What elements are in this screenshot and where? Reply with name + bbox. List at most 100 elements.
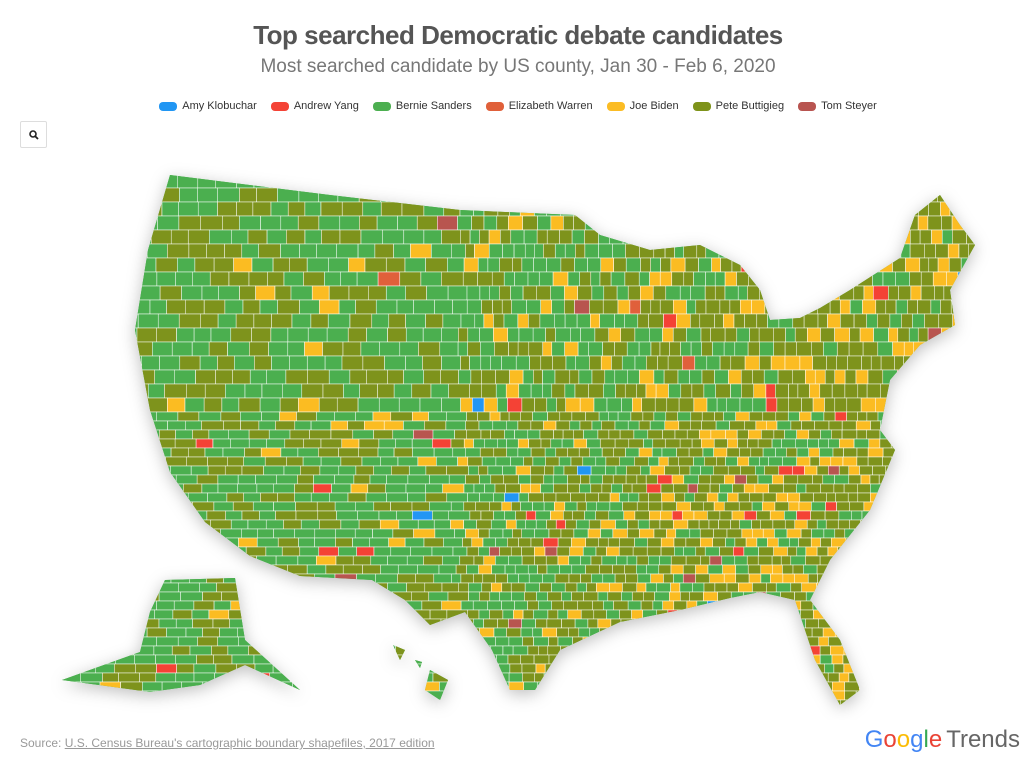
county[interactable] [125, 420, 147, 431]
county[interactable] [220, 411, 241, 422]
county[interactable] [704, 699, 720, 709]
county[interactable] [460, 397, 473, 413]
county[interactable] [877, 618, 890, 629]
county[interactable] [527, 271, 540, 287]
county[interactable] [98, 341, 115, 357]
county[interactable] [422, 327, 442, 343]
county[interactable] [151, 229, 172, 245]
county[interactable] [905, 537, 917, 548]
county[interactable] [246, 600, 265, 611]
county[interactable] [908, 672, 923, 683]
county[interactable] [854, 528, 870, 539]
county[interactable] [777, 369, 794, 385]
county[interactable] [399, 341, 419, 357]
county[interactable] [862, 341, 879, 357]
county[interactable] [465, 447, 481, 458]
county[interactable] [868, 257, 880, 273]
county[interactable] [418, 718, 435, 720]
county[interactable] [206, 573, 224, 584]
county[interactable] [664, 243, 675, 259]
county[interactable] [743, 699, 757, 709]
county[interactable] [712, 341, 725, 357]
county[interactable] [582, 546, 597, 557]
county[interactable] [557, 636, 573, 647]
county[interactable] [506, 438, 519, 449]
county[interactable] [599, 564, 613, 575]
county[interactable] [901, 313, 913, 329]
county[interactable] [342, 564, 363, 575]
county[interactable] [479, 627, 495, 638]
county[interactable] [784, 645, 798, 656]
county[interactable] [773, 546, 788, 557]
county[interactable] [40, 466, 57, 475]
county[interactable] [318, 447, 339, 458]
county[interactable] [116, 537, 138, 548]
county[interactable] [517, 447, 532, 458]
county[interactable] [168, 564, 189, 575]
county[interactable] [674, 636, 687, 647]
county[interactable] [767, 537, 779, 548]
county[interactable] [759, 341, 774, 357]
county[interactable] [338, 447, 359, 458]
county[interactable] [843, 483, 858, 494]
county[interactable] [493, 492, 505, 503]
county[interactable] [380, 187, 401, 203]
county[interactable] [470, 187, 486, 203]
county[interactable] [671, 271, 685, 287]
county[interactable] [342, 618, 360, 629]
county[interactable] [711, 257, 721, 273]
county[interactable] [482, 573, 496, 584]
county[interactable] [587, 618, 599, 629]
county[interactable] [339, 215, 360, 231]
county[interactable] [454, 429, 467, 440]
county[interactable] [842, 654, 855, 665]
county[interactable] [118, 618, 140, 629]
county[interactable] [681, 672, 696, 683]
county[interactable] [980, 328, 994, 342]
county[interactable] [807, 327, 821, 343]
county[interactable] [156, 582, 179, 593]
county[interactable] [217, 187, 240, 203]
county[interactable] [507, 397, 523, 413]
county[interactable] [684, 492, 695, 503]
county[interactable] [466, 174, 480, 189]
county[interactable] [961, 201, 972, 217]
county[interactable] [494, 718, 506, 720]
county[interactable] [378, 510, 397, 521]
county[interactable] [723, 411, 736, 422]
county[interactable] [731, 645, 744, 656]
county[interactable] [515, 174, 530, 189]
county[interactable] [493, 447, 507, 458]
county[interactable] [496, 215, 509, 231]
county[interactable] [628, 492, 640, 503]
county[interactable] [646, 564, 660, 575]
county[interactable] [504, 510, 516, 521]
county[interactable] [474, 243, 490, 259]
county[interactable] [598, 243, 613, 259]
county[interactable] [831, 383, 846, 399]
county[interactable] [442, 709, 461, 718]
county[interactable] [40, 457, 60, 466]
county[interactable] [756, 591, 767, 602]
county[interactable] [58, 519, 77, 530]
county[interactable] [535, 618, 548, 629]
county[interactable] [165, 456, 187, 467]
county[interactable] [606, 609, 620, 620]
county[interactable] [145, 420, 168, 431]
county[interactable] [819, 645, 831, 656]
county[interactable] [627, 600, 642, 611]
county[interactable] [649, 718, 664, 720]
county[interactable] [620, 618, 635, 629]
county[interactable] [832, 447, 844, 458]
county[interactable] [478, 174, 491, 189]
county[interactable] [820, 327, 835, 343]
county[interactable] [533, 636, 549, 647]
county[interactable] [962, 341, 974, 357]
county[interactable] [703, 718, 715, 720]
county[interactable] [588, 718, 597, 720]
county[interactable] [442, 483, 465, 494]
county[interactable] [966, 600, 977, 611]
county[interactable] [387, 327, 407, 343]
county[interactable] [757, 474, 773, 485]
county[interactable] [760, 573, 771, 584]
